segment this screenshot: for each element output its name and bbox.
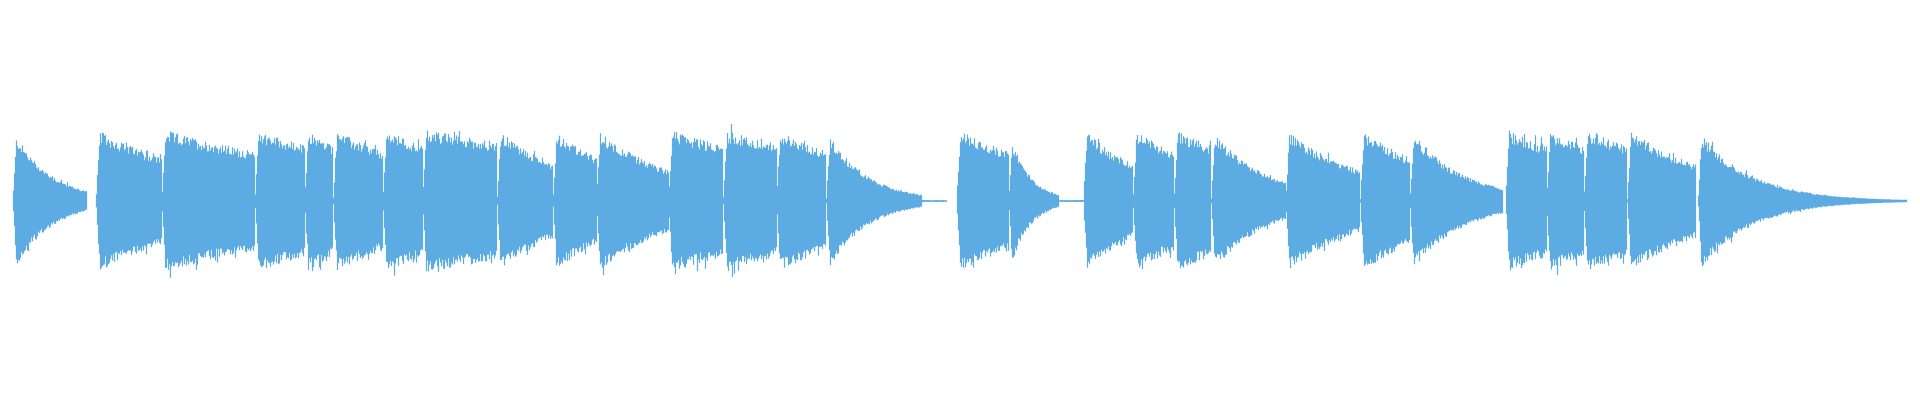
waveform: [12, 124, 1908, 278]
